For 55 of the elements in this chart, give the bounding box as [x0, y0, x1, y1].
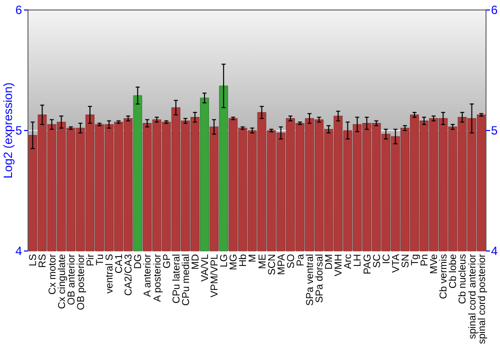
x-tick-label: Tg — [410, 254, 422, 266]
x-tick-label: SCN — [266, 254, 278, 276]
y2-tick-label: 5 — [491, 124, 498, 138]
x-tick-label: Cb lobe — [448, 254, 460, 288]
y-axis-title: Log2 (expression) — [1, 82, 15, 179]
x-tick-label: OB anterior — [66, 253, 78, 306]
x-tick-label: VTA — [390, 254, 402, 273]
x-tick-label: Cb nucleus — [458, 254, 469, 304]
x-tick-label: PAG — [362, 254, 374, 274]
x-tick-label: Cb vermis — [438, 254, 450, 300]
x-tick-label: OB posterior — [76, 253, 87, 310]
x-tick-label: Cx cingulate — [56, 254, 68, 310]
y2-tick-label: 4 — [491, 244, 498, 258]
x-tick-label: SC — [372, 254, 383, 268]
y-tick-label: 5 — [15, 124, 22, 138]
x-tick-label: IC — [381, 254, 392, 264]
x-tick-label: Pir — [85, 253, 96, 266]
x-tick-label: Cx motor — [47, 253, 58, 295]
x-tick-label: SO — [286, 254, 297, 268]
x-tick-label: spinal cord posterior — [476, 253, 488, 344]
x-tick-label: MVe — [429, 254, 440, 274]
x-tick-label: ME — [257, 254, 268, 269]
x-tick-label: VPM/VPL — [210, 254, 221, 298]
x-tick-label: RS — [38, 254, 49, 268]
x-tick-label: LG — [219, 254, 230, 268]
x-tick-label: CPu lateral — [171, 254, 182, 304]
y2-tick-label: 6 — [491, 3, 498, 18]
x-tick-label: Pn — [420, 254, 431, 266]
x-tick-label: Tu — [94, 254, 106, 266]
y-tick-label: 4 — [15, 244, 22, 258]
x-tick-label: GP — [162, 254, 173, 268]
x-tick-label: DM — [324, 254, 336, 270]
x-tick-label: A posterior — [152, 253, 164, 302]
x-tick-label: MPA — [276, 254, 288, 275]
x-tick-label: ventral S — [104, 254, 116, 294]
x-tick-label: A anterior — [142, 253, 154, 297]
x-tick-label: VA/VL — [200, 254, 211, 282]
x-tick-label: spinal cord anterior — [467, 253, 478, 340]
x-tick-label: LS — [28, 254, 40, 266]
x-tick-label: Arc — [343, 254, 354, 269]
x-tick-label: Hb — [238, 254, 250, 267]
x-tick-label: DG — [133, 254, 144, 269]
x-tick-label: CPu medial — [180, 254, 192, 306]
x-tick-label: M — [248, 254, 259, 262]
x-tick-label: CA2/CA3 — [124, 254, 135, 296]
x-tick-label: Pa — [295, 254, 306, 266]
x-tick-label: MG — [228, 254, 240, 270]
x-tick-label: MD — [190, 254, 202, 270]
x-tick-label: SPa dorsal — [314, 254, 326, 303]
x-tick-label: SPa ventral — [305, 254, 316, 306]
x-tick-label: CA1 — [114, 254, 126, 274]
x-tick-label: LH — [352, 254, 364, 267]
x-tick-label: SN — [400, 254, 412, 268]
y-tick-label: 6 — [15, 3, 22, 18]
x-tick-label: VMH — [334, 254, 345, 276]
